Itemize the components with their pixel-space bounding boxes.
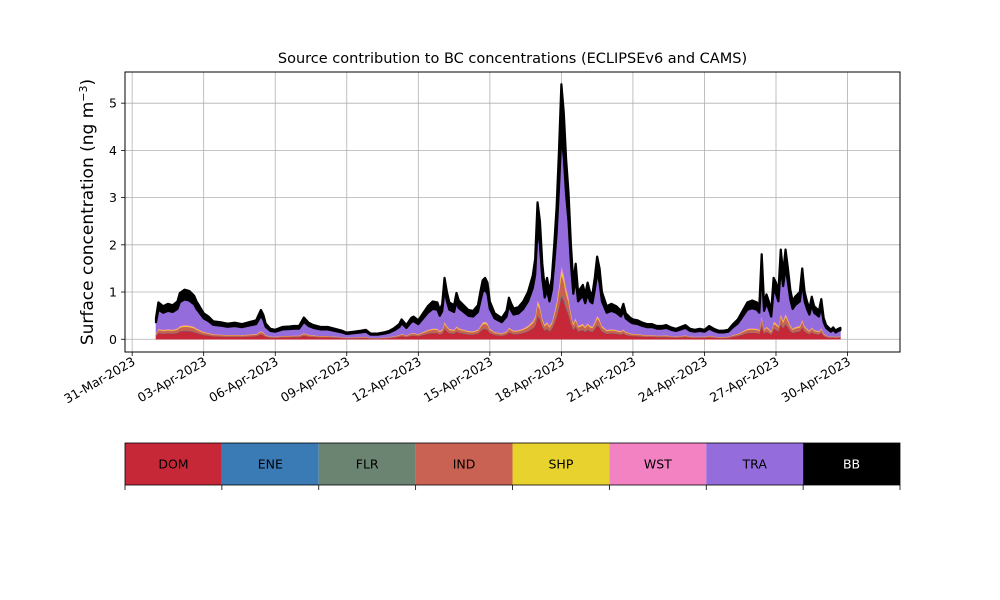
legend-swatch-ene xyxy=(221,443,319,485)
legend-swatch-flr xyxy=(318,443,416,485)
x-tick-label: 03-Apr-2023 xyxy=(135,354,209,406)
plot-frame xyxy=(124,71,901,353)
legend-label-tra: TRA xyxy=(742,457,768,472)
x-tick-label: 15-Apr-2023 xyxy=(421,354,495,406)
x-tick-label: 09-Apr-2023 xyxy=(278,354,352,406)
legend-label-bb: BB xyxy=(843,457,860,472)
y-axis-ticks: 0 1 2 3 4 5 xyxy=(109,96,125,347)
y-axis-label: Surface concentration (ng m−3) xyxy=(77,79,98,345)
chart-title: Source contribution to BC concentrations… xyxy=(278,51,747,67)
y-axis-label-text: Surface concentration (ng m xyxy=(78,102,98,345)
legend: DOM ENE FLR IND SHP WST TRA BB xyxy=(124,442,901,490)
area-bb xyxy=(154,83,842,336)
x-tick-label: 31-Mar-2023 xyxy=(61,354,137,407)
legend-label-shp: SHP xyxy=(549,457,574,472)
y-axis-label-close: ) xyxy=(78,79,98,86)
legend-label-wst: WST xyxy=(644,457,672,472)
legend-swatch-tra xyxy=(706,443,804,485)
legend-swatch-shp xyxy=(512,443,610,485)
stacked-areas xyxy=(154,83,842,340)
x-tick-label: 06-Apr-2023 xyxy=(206,354,280,406)
x-tick-label: 27-Apr-2023 xyxy=(707,354,781,406)
y-tick-label: 1 xyxy=(109,285,117,300)
legend-label-dom: DOM xyxy=(158,457,188,472)
legend-label-ene: ENE xyxy=(258,457,283,472)
legend-swatch-dom xyxy=(125,443,222,485)
legend-label-ind: IND xyxy=(453,457,476,472)
x-tick-label: 30-Apr-2023 xyxy=(779,354,853,406)
x-tick-label: 18-Apr-2023 xyxy=(492,354,566,406)
x-tick-label: 24-Apr-2023 xyxy=(636,354,710,406)
y-tick-label: 0 xyxy=(109,332,117,347)
legend-swatch-wst xyxy=(609,443,707,485)
y-tick-label: 2 xyxy=(109,237,117,252)
area-tra xyxy=(155,134,841,338)
y-tick-label: 3 xyxy=(109,190,117,205)
legend-swatch-bb xyxy=(803,443,900,485)
y-axis-label-exponent: −3 xyxy=(77,85,90,101)
x-tick-label: 12-Apr-2023 xyxy=(349,354,423,406)
legend-label-flr: FLR xyxy=(356,457,379,472)
x-axis-ticks: 31-Mar-202303-Apr-202306-Apr-202309-Apr-… xyxy=(61,352,853,406)
x-tick-label: 21-Apr-2023 xyxy=(564,354,638,406)
y-tick-label: 4 xyxy=(109,143,117,158)
legend-swatch-ind xyxy=(415,443,513,485)
y-tick-label: 5 xyxy=(109,96,117,111)
